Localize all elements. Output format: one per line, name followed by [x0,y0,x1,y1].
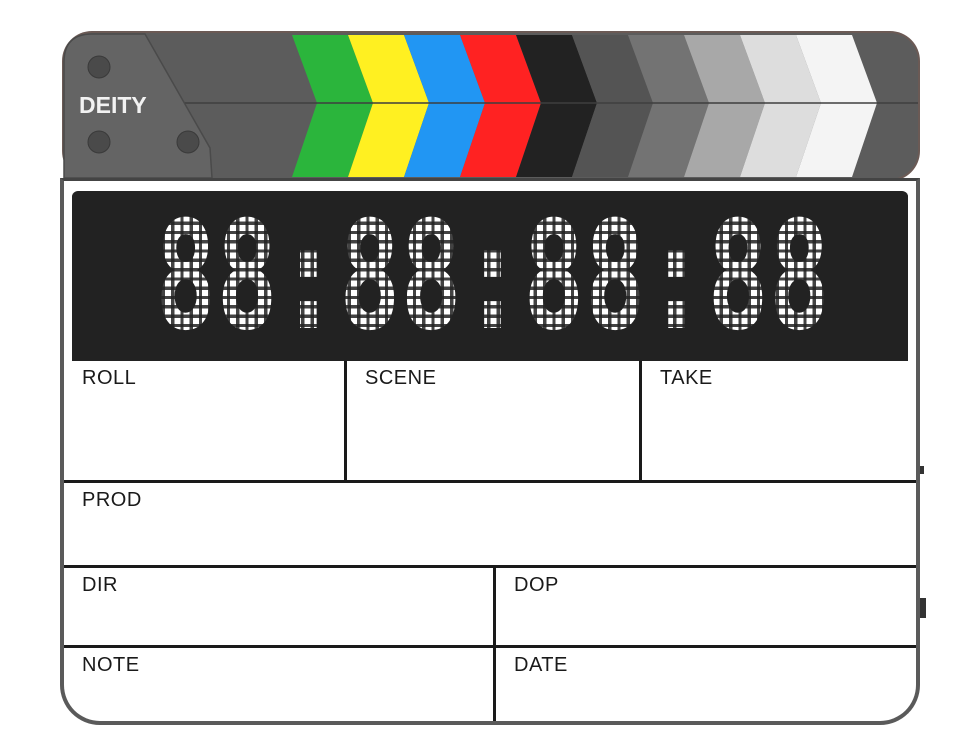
roll-label: ROLL [82,367,137,389]
timecode-led: 88:88:88:88 [155,191,830,361]
chevron-stripe [572,35,653,177]
note-label: NOTE [82,654,140,676]
slate-board: 88:88:88:88 ROLL SCENE TAKE PROD DIR DOP… [60,178,920,725]
take-field[interactable]: TAKE [642,361,916,483]
dir-field[interactable]: DIR [64,568,496,648]
brand-logo: DEITY [79,92,147,118]
chevron-stripe [516,35,597,177]
chevron-stripe [628,35,709,177]
screw-icon [87,55,111,79]
chevron-stripe [796,35,877,177]
chevron-stripes [292,35,877,177]
prod-label: PROD [82,489,142,511]
note-field[interactable]: NOTE [64,648,496,721]
chevron-stripe [292,35,373,177]
screw-icon [176,130,200,154]
dop-label: DOP [514,574,559,596]
dop-field[interactable]: DOP [496,568,916,648]
chevron-stripe [404,35,485,177]
chevron-stripe [460,35,541,177]
prod-field[interactable]: PROD [64,483,916,568]
chevron-stripe [740,35,821,177]
side-switch[interactable] [920,598,926,618]
take-label: TAKE [660,367,713,389]
timecode-text: 88:88:88:88 [155,191,830,361]
chevron-stripe [684,35,765,177]
date-field[interactable]: DATE [496,648,916,721]
dir-label: DIR [82,574,118,596]
date-label: DATE [514,654,568,676]
roll-field[interactable]: ROLL [64,361,347,483]
scene-field[interactable]: SCENE [347,361,642,483]
timecode-display: 88:88:88:88 [72,191,908,361]
clapper-stick: DEITY [62,31,920,181]
screw-icon [87,130,111,154]
side-clip [920,466,924,474]
scene-label: SCENE [365,367,437,389]
chevron-stripe [348,35,429,177]
